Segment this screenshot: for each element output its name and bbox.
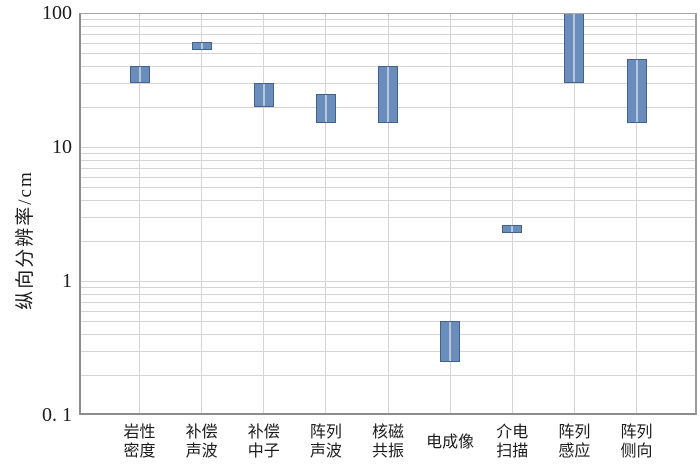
plot-area [79,13,697,415]
x-category-label: 阵列 声波 [293,420,359,464]
x-category-label-line: 电成像 [426,433,475,451]
y-axis-title: 纵向分辨率/cm [15,170,36,310]
range-bar [253,83,274,107]
x-category-label-line: 阵列 [620,424,653,441]
x-category-label-line: 介电 [496,424,529,441]
range-bar [129,66,150,84]
v-gridline [325,13,327,415]
x-category-label: 补偿 中子 [231,420,297,464]
range-bar [191,41,212,50]
range-bar [626,59,647,124]
v-gridline [387,13,389,415]
v-gridline [636,13,637,415]
x-category-label: 岩性 密度 [107,420,173,464]
v-gridline [139,13,140,415]
v-gridline [201,13,203,415]
x-category-label-line: 声波 [185,443,218,460]
range-bar [378,66,398,124]
x-category-label-line: 共振 [371,443,404,460]
range-bar [315,93,336,124]
x-category-label: 阵列 侧向 [604,420,670,464]
x-category-label: 阵列 感应 [541,420,607,464]
x-category-label-line: 密度 [123,443,156,460]
x-category-label: 核磁 共振 [355,420,421,464]
range-bar [502,225,523,233]
x-category-label-line: 扫描 [496,443,529,460]
v-gridline [511,13,513,415]
x-category-label-line: 声波 [309,443,342,460]
x-category-label-line: 侧向 [620,443,653,460]
x-category-label-line: 中子 [247,443,280,460]
range-bar [440,321,461,362]
range-bar [564,13,585,84]
x-category-label-line: 岩性 [123,424,156,441]
x-category-label: 补偿 声波 [169,420,235,464]
x-category-label-line: 阵列 [309,424,342,441]
x-category-label-line: 阵列 [558,424,591,441]
v-gridline [263,13,265,415]
x-category-label: 介电 扫描 [479,420,545,464]
v-gridline [573,13,575,415]
x-category-label-line: 补偿 [247,424,280,441]
x-category-label-line: 核磁 [371,424,404,441]
x-category-label-line: 补偿 [185,424,218,441]
x-category-label: 电成像 [417,420,483,464]
x-category-label-line: 感应 [558,443,591,460]
y-tick-label: 1 [62,270,72,292]
y-tick-label: 0. 1 [42,404,72,426]
y-tick-label: 100 [42,2,72,24]
v-gridline [449,13,451,415]
y-tick-label: 10 [52,136,72,158]
